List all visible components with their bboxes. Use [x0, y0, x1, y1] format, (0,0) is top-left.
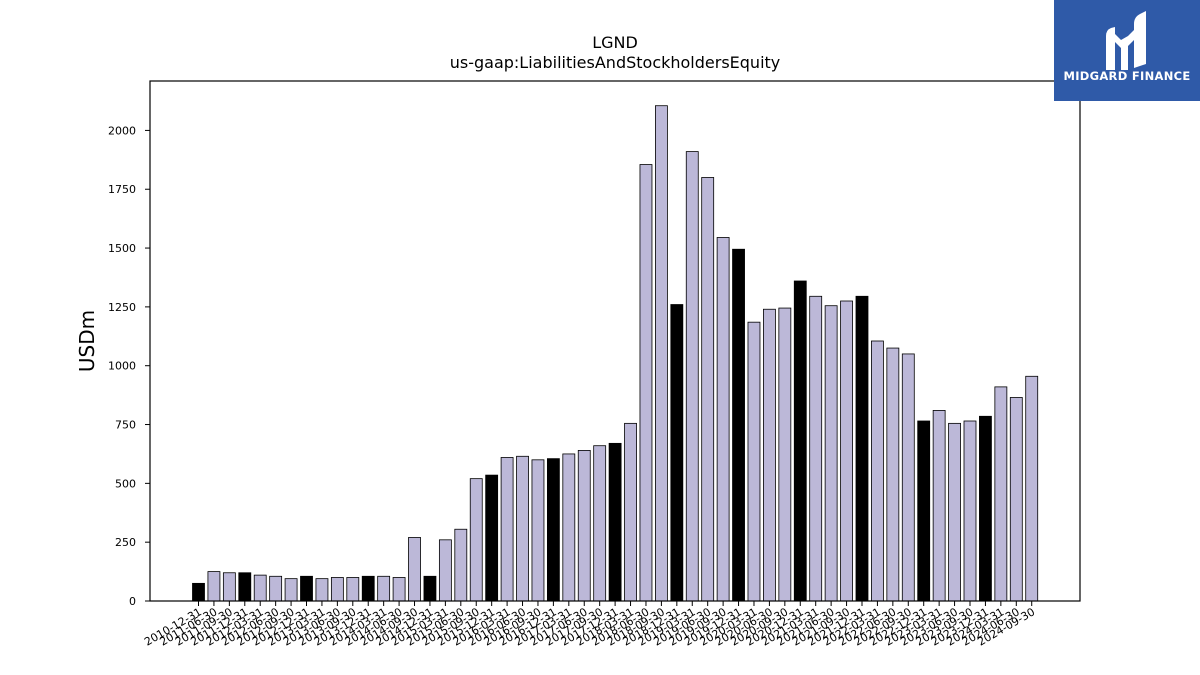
y-tick-label: 500: [115, 477, 136, 490]
bar-2011-12-31: [238, 572, 252, 602]
bar-2013-12-31: [361, 575, 375, 602]
bar-2011-09-30: [222, 572, 236, 602]
bar-2012-12-31: [300, 575, 313, 602]
bar-2013-03-31: [315, 578, 329, 602]
bar-2018-03-31: [624, 422, 637, 602]
bar-2023-12-31: [979, 415, 992, 602]
bar-2017-09-30: [593, 445, 607, 602]
bar-2020-12-31: [793, 280, 807, 602]
plot-frame: [149, 80, 1081, 602]
y-axis-label: USDm: [75, 310, 99, 372]
bar-2015-09-30: [469, 478, 483, 602]
bar-2015-03-31: [438, 539, 452, 602]
logo-mark-icon: [1106, 11, 1146, 70]
y-tick-label: 1250: [108, 301, 136, 314]
bar-2017-03-31: [562, 453, 576, 602]
chart-title: LGND: [592, 33, 638, 52]
y-tick-label: 750: [115, 419, 136, 432]
bar-2020-06-30: [763, 308, 776, 602]
bar-2017-06-30: [577, 450, 591, 602]
bar-2023-06-30: [948, 422, 961, 602]
y-tick-label: 0: [129, 595, 136, 608]
bar-2018-09-30: [655, 105, 668, 602]
y-tick-label: 1750: [108, 183, 136, 196]
bar-2013-09-30: [346, 577, 360, 602]
bar-2019-12-31: [732, 248, 745, 602]
bar-2012-09-30: [284, 578, 298, 602]
bar-2024-03-31: [994, 386, 1008, 602]
bar-2012-06-30: [269, 575, 283, 602]
bar-2012-03-31: [253, 574, 267, 602]
chart-subtitle: us-gaap:LiabilitiesAndStockholdersEquity: [450, 53, 781, 72]
bar-2010-12-31: [192, 582, 205, 602]
bar-2019-03-31: [685, 151, 699, 602]
bar-2019-09-30: [716, 237, 730, 602]
y-tick-label: 250: [115, 536, 136, 549]
bar-2014-12-31: [423, 575, 437, 602]
bar-2021-09-30: [840, 300, 853, 602]
bar-2022-03-31: [871, 340, 884, 602]
bar-2020-09-30: [778, 307, 792, 602]
bar-2017-12-31: [608, 442, 622, 602]
y-tick-label: 1000: [108, 360, 136, 373]
bar-2022-12-31: [917, 420, 931, 602]
bar-2016-09-30: [531, 459, 545, 602]
bar-2023-09-30: [963, 420, 977, 602]
bar-2014-03-31: [377, 575, 391, 602]
y-tick-label: 2000: [108, 124, 136, 137]
y-tick-label: 1500: [108, 242, 136, 255]
bar-2011-06-30: [207, 571, 221, 602]
bar-2024-06-30: [1009, 397, 1023, 602]
bar-2023-03-31: [932, 410, 946, 602]
bar-2014-09-30: [408, 537, 421, 602]
bar-2021-12-31: [855, 295, 869, 602]
bar-2016-03-31: [500, 457, 514, 602]
bar-2013-06-30: [330, 577, 344, 602]
bar-2022-06-30: [886, 347, 900, 602]
y-axis: 0 250 500 750 1000 1250 1500 1750 2000: [108, 124, 150, 608]
logo-text: MIDGARD FINANCE: [1063, 69, 1190, 83]
bar-2016-12-31: [546, 458, 560, 602]
bar-2022-09-30: [901, 353, 915, 602]
bar-2021-03-31: [809, 295, 823, 602]
x-axis: 2010-12-312011-06-302011-09-302011-12-31…: [142, 601, 1037, 649]
bar-2024-09-30: [1025, 375, 1039, 602]
bars-group: [192, 105, 1039, 602]
bar-2016-06-30: [516, 455, 529, 602]
midgard-logo[interactable]: MIDGARD FINANCE: [1054, 0, 1200, 101]
bar-2015-12-31: [485, 474, 499, 602]
bar-2018-12-31: [670, 304, 684, 602]
bar-2018-06-30: [639, 164, 653, 602]
bar-2014-06-30: [392, 577, 406, 602]
bar-2021-06-30: [824, 305, 838, 602]
bar-2020-03-31: [747, 321, 761, 602]
bar-2019-06-30: [701, 177, 715, 602]
bar-2015-06-30: [454, 528, 468, 602]
